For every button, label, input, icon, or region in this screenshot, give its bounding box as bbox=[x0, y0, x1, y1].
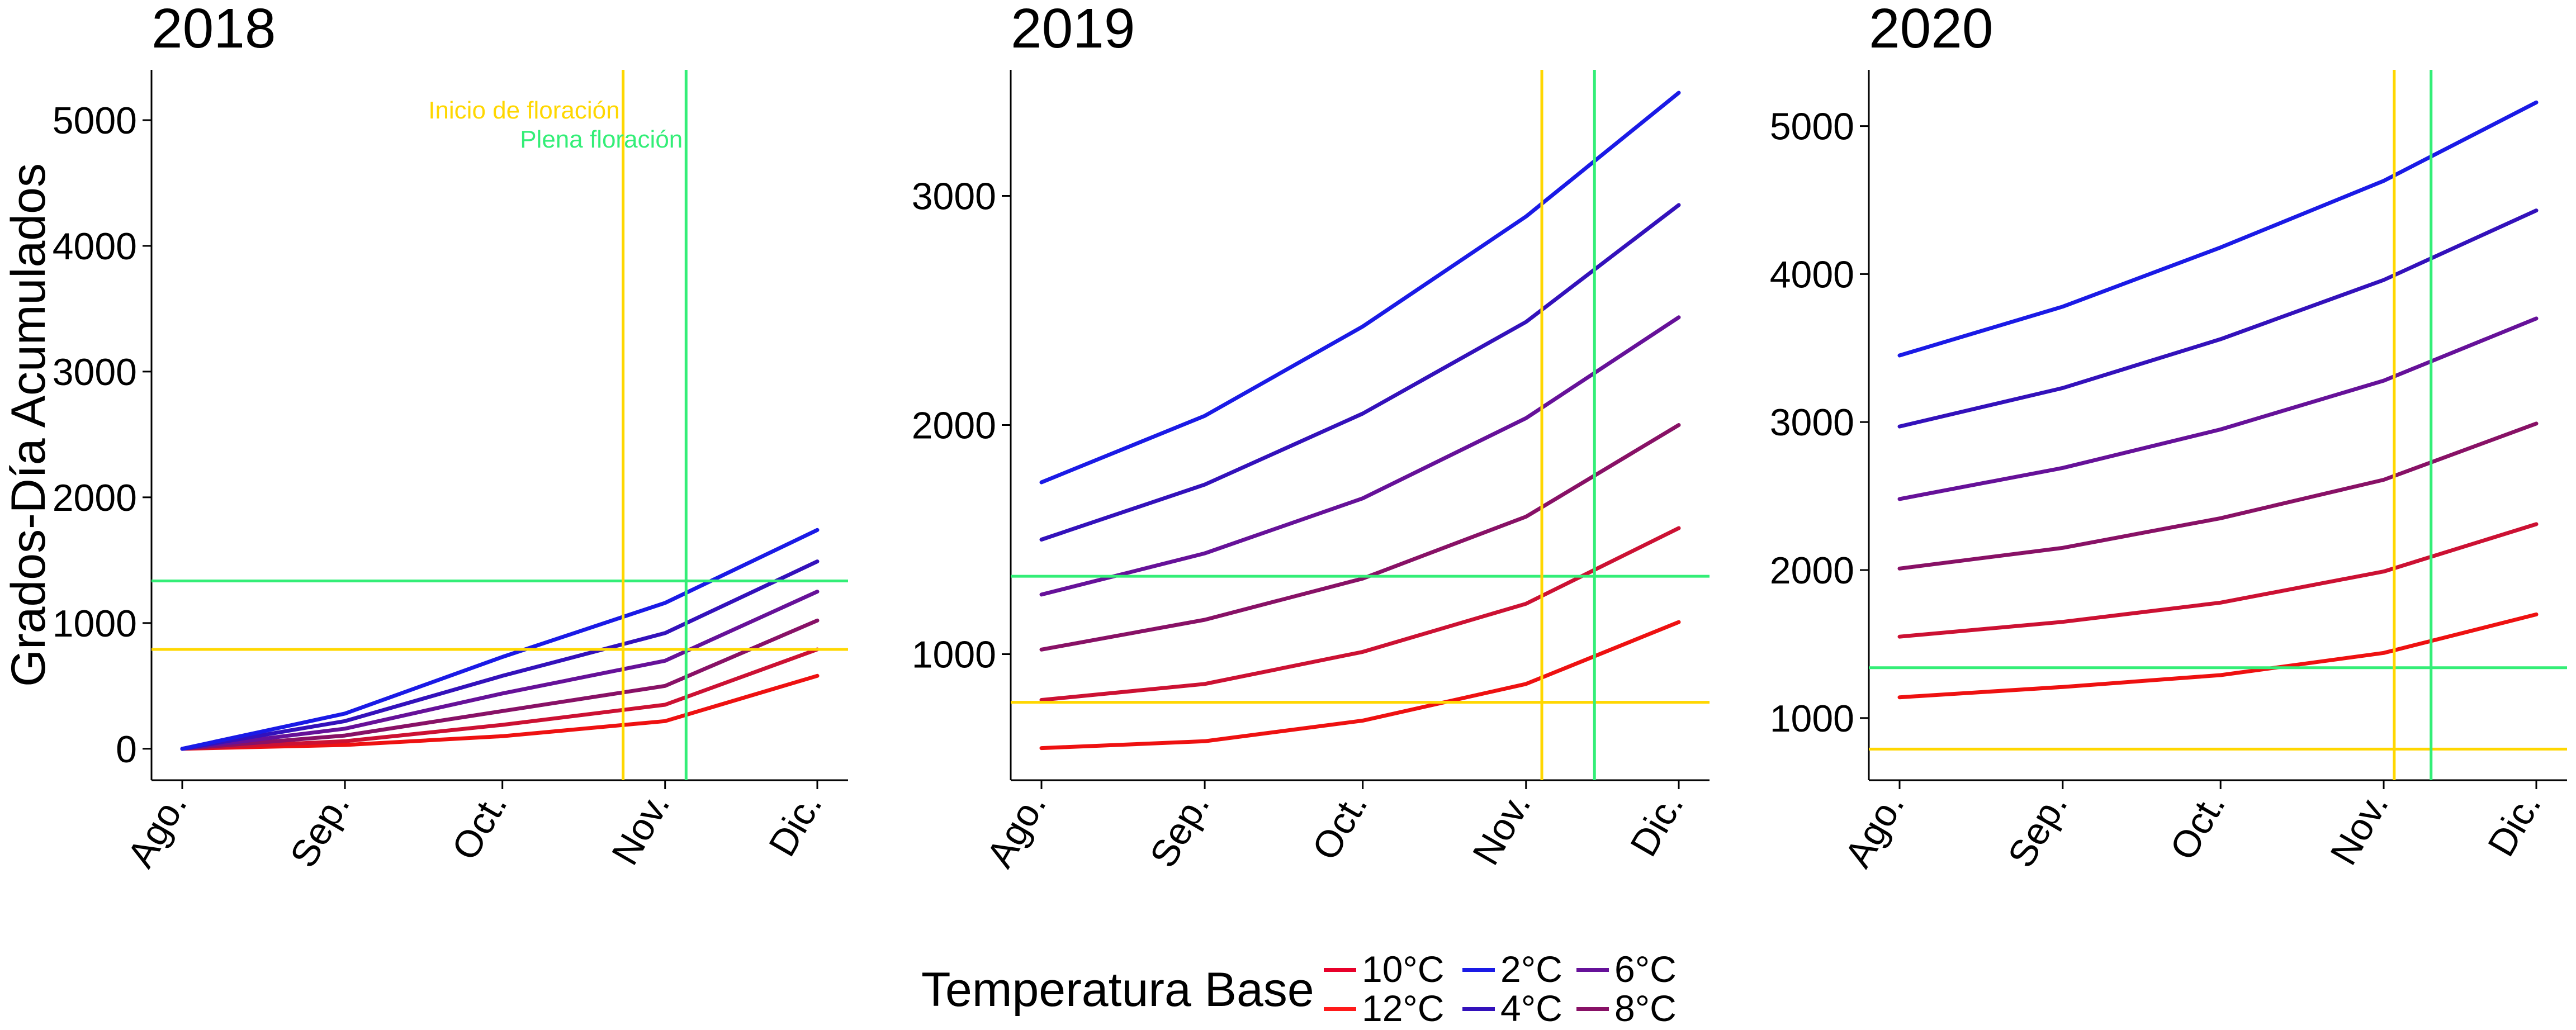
legend-item-4c: 4°C bbox=[1462, 988, 1574, 1029]
y-tick-label: 5000 bbox=[53, 99, 137, 142]
legend: Temperatura Base 10°C 12°C 2°C 4°C 6°C 8… bbox=[921, 948, 1682, 1029]
reference-label: Inicio de floración bbox=[428, 97, 619, 124]
legend-item-2c: 2°C bbox=[1462, 948, 1574, 990]
series-line-4c bbox=[180, 559, 820, 751]
y-tick-label: 2000 bbox=[53, 477, 137, 519]
legend-label-4c: 4°C bbox=[1500, 988, 1562, 1029]
legend-item-8c: 8°C bbox=[1576, 988, 1688, 1029]
x-tick-label: Oct. bbox=[1304, 786, 1376, 867]
series-line-10c bbox=[1897, 522, 2539, 639]
series-line-2c bbox=[1039, 91, 1681, 485]
legend-swatch-12c bbox=[1324, 1007, 1356, 1011]
x-tick-label: Oct. bbox=[2162, 786, 2233, 867]
series-line-6c bbox=[1039, 315, 1681, 597]
y-tick-label: 3000 bbox=[1770, 401, 1854, 444]
y-tick-label: 3000 bbox=[53, 351, 137, 393]
series-line-10c bbox=[1039, 526, 1681, 702]
legend-swatch-8c bbox=[1576, 1007, 1609, 1011]
y-tick-label: 2000 bbox=[912, 405, 996, 447]
series-line-6c bbox=[1897, 316, 2539, 501]
series-line-2c bbox=[1897, 100, 2539, 358]
legend-label-8c: 8°C bbox=[1614, 988, 1677, 1029]
x-tick-label: Dic. bbox=[761, 786, 830, 863]
x-tick-label: Sep. bbox=[2000, 786, 2076, 875]
y-tick-label: 3000 bbox=[912, 175, 996, 218]
x-tick-label: Sep. bbox=[1142, 786, 1218, 875]
series-line-4c bbox=[1039, 203, 1681, 542]
x-tick-label: Nov. bbox=[604, 786, 678, 872]
legend-label-10c: 10°C bbox=[1362, 948, 1445, 990]
legend-swatch-10c bbox=[1324, 968, 1356, 972]
legend-item-10c: 10°C bbox=[1324, 948, 1444, 990]
x-tick-label: Dic. bbox=[1622, 786, 1692, 863]
legend-swatch-4c bbox=[1462, 1007, 1495, 1011]
y-tick-label: 0 bbox=[116, 728, 137, 771]
y-tick-label: 1000 bbox=[912, 634, 996, 676]
y-tick-label: 2000 bbox=[1770, 549, 1854, 592]
series-line-10c bbox=[180, 647, 820, 751]
series-line-12c bbox=[1897, 612, 2539, 700]
series-line-12c bbox=[1039, 620, 1681, 751]
legend-label-6c: 6°C bbox=[1614, 948, 1677, 990]
panel-title: 2019 bbox=[1011, 0, 1135, 60]
x-tick-label: Ago. bbox=[119, 786, 195, 875]
series-line-8c bbox=[1039, 423, 1681, 652]
y-tick-label: 5000 bbox=[1770, 106, 1854, 148]
x-tick-label: Dic. bbox=[2480, 786, 2549, 863]
series-line-6c bbox=[180, 590, 820, 751]
x-tick-label: Ago. bbox=[1836, 786, 1912, 875]
x-tick-label: Nov. bbox=[2322, 786, 2397, 872]
legend-label-12c: 12°C bbox=[1362, 988, 1445, 1029]
series-line-8c bbox=[1897, 421, 2539, 571]
y-tick-label: 1000 bbox=[1770, 697, 1854, 740]
series-line-12c bbox=[180, 673, 820, 751]
x-tick-label: Sep. bbox=[282, 786, 358, 875]
y-tick-label: 1000 bbox=[53, 602, 137, 645]
panel-title: 2018 bbox=[151, 0, 276, 60]
reference-label: Plena floración bbox=[520, 126, 683, 153]
series-line-8c bbox=[180, 618, 820, 751]
x-tick-label: Nov. bbox=[1465, 786, 1539, 872]
x-tick-label: Ago. bbox=[978, 786, 1054, 875]
panel-title: 2020 bbox=[1869, 0, 1993, 60]
y-tick-label: 4000 bbox=[1770, 253, 1854, 296]
legend-swatch-2c bbox=[1462, 968, 1495, 972]
legend-swatch-6c bbox=[1576, 968, 1609, 972]
legend-item-6c: 6°C bbox=[1576, 948, 1688, 990]
series-line-4c bbox=[1897, 208, 2539, 429]
legend-label-2c: 2°C bbox=[1500, 948, 1562, 990]
legend-title: Temperatura Base bbox=[921, 963, 1314, 1017]
legend-item-12c: 12°C bbox=[1324, 988, 1444, 1029]
y-axis-label: Grados-Día Acumulados bbox=[2, 163, 55, 687]
y-tick-label: 4000 bbox=[53, 225, 137, 268]
series-line-2c bbox=[180, 528, 820, 751]
x-tick-label: Oct. bbox=[444, 786, 515, 867]
